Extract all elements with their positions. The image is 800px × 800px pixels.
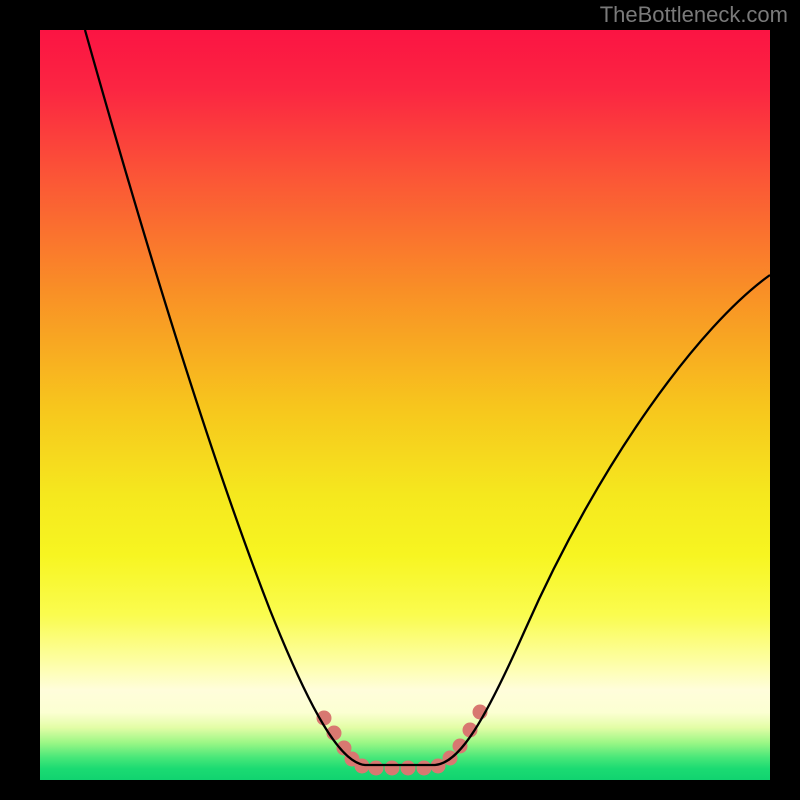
curve-marker (385, 761, 400, 776)
chart-curve-layer (40, 30, 770, 780)
curve-marker (401, 761, 416, 776)
curve-marker (369, 761, 384, 776)
plot-area (40, 30, 770, 780)
bottleneck-curve (85, 30, 770, 765)
watermark-text: TheBottleneck.com (600, 2, 788, 28)
curve-marker (417, 761, 432, 776)
